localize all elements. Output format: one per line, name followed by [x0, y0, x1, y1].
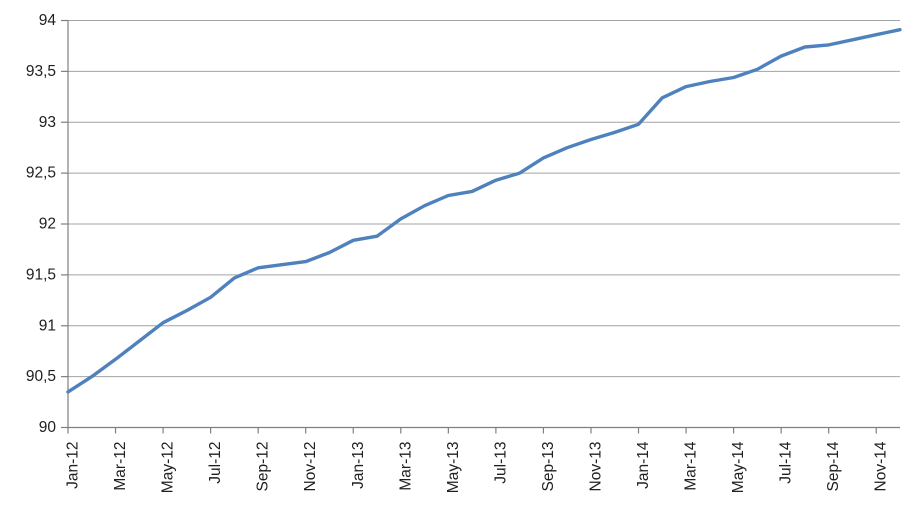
y-tick-label: 92,5: [26, 165, 56, 182]
y-tick-label: 91,5: [26, 266, 56, 283]
y-tick-label: 92: [39, 216, 56, 233]
y-tick-label: 90: [39, 419, 57, 436]
x-tick-label: Mar-12: [112, 442, 129, 491]
x-tick-label: Jan-12: [65, 442, 82, 489]
x-tick-label: Jan-13: [350, 442, 367, 489]
x-tick-label: Nov-13: [587, 442, 604, 492]
x-tick-label: Jul-13: [492, 442, 509, 484]
y-tick-label: 91: [39, 317, 56, 334]
y-tick-label: 93,5: [26, 63, 56, 80]
x-tick-label: Nov-14: [873, 441, 890, 491]
series-line: [66, 28, 902, 394]
x-tick-label: Jul-12: [207, 442, 224, 484]
x-tick-label: May-12: [160, 442, 177, 494]
x-tick-label: Nov-12: [302, 442, 319, 492]
x-tick-label: May-13: [445, 442, 462, 494]
x-tick-label: Jan-14: [635, 441, 652, 489]
x-tick-label: Sep-14: [825, 441, 842, 491]
x-tick-label: Sep-13: [540, 442, 557, 492]
y-tick-label: 93: [39, 114, 56, 131]
x-tick-label: Mar-14: [683, 441, 700, 490]
x-tick-label: Jul-14: [778, 441, 795, 484]
x-tick-label: Sep-12: [255, 442, 272, 492]
x-tick-label: Mar-13: [397, 442, 414, 491]
x-tick-label: May-14: [730, 441, 747, 493]
y-tick-label: 90,5: [26, 368, 56, 385]
y-tick-label: 94: [39, 12, 57, 29]
